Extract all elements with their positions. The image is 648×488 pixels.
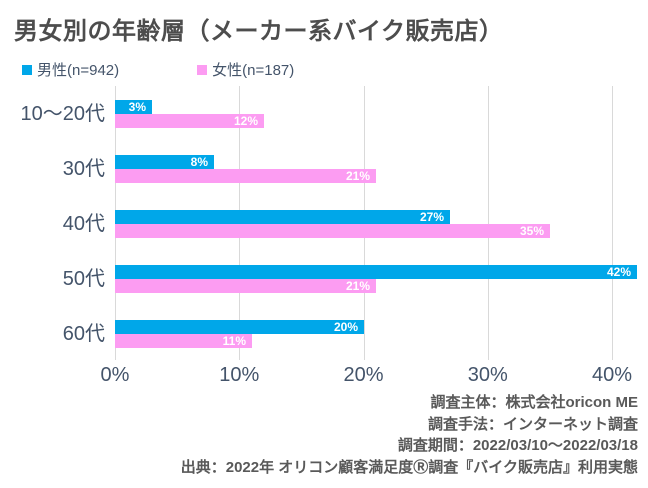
bar-female: 35% <box>115 224 550 238</box>
legend-label-female: 女性(n=187) <box>212 62 295 79</box>
bar-value-label: 35% <box>519 224 544 238</box>
category-label: 10～20代 <box>20 103 106 125</box>
x-axis-tick-label: 10% <box>219 364 260 386</box>
footnote-survey-source: 出典：2022年 オリコン顧客満足度Ⓡ調査『バイク販売店』利用実態 <box>180 458 638 476</box>
bar-male: 3% <box>115 100 152 114</box>
male-series-swatch-icon <box>22 64 32 75</box>
bar-value-label: 21% <box>345 279 370 293</box>
bar-male: 20% <box>115 320 364 334</box>
bar-value-label: 20% <box>333 320 358 334</box>
bar-value-label: 42% <box>606 265 631 279</box>
bar-female: 21% <box>115 169 376 183</box>
bar-value-label: 8% <box>190 155 208 169</box>
legend-label-male: 男性(n=942) <box>37 62 120 79</box>
category-label: 40代 <box>62 213 105 235</box>
legend-item-female: 女性(n=187) <box>197 59 294 80</box>
bar-value-label: 3% <box>128 100 146 114</box>
gridline <box>487 86 489 360</box>
category-label: 50代 <box>62 268 105 290</box>
legend: 男性(n=942) 女性(n=187) <box>22 59 294 80</box>
bar-value-label: 21% <box>345 169 370 183</box>
footnote-survey-period: 調査期間：2022/03/10～2022/03/18 <box>397 437 638 454</box>
x-axis-tick-label: 30% <box>467 364 508 386</box>
bar-value-label: 11% <box>222 334 246 348</box>
chart-title: 男女別の年齢層（メーカー系バイク販売店） <box>14 18 504 45</box>
footnote-survey-body: 調査主体：株式会社oricon ME <box>430 394 638 411</box>
bar-male: 27% <box>115 210 450 224</box>
category-label: 60代 <box>62 323 105 345</box>
legend-item-male: 男性(n=942) <box>22 59 119 80</box>
category-label: 30代 <box>62 158 105 180</box>
bar-male: 8% <box>115 155 214 169</box>
bar-female: 21% <box>115 279 376 293</box>
bar-female: 12% <box>115 114 264 128</box>
bar-male: 42% <box>115 265 637 279</box>
x-axis-tick-label: 20% <box>343 364 384 386</box>
x-axis-tick-label: 0% <box>100 364 130 386</box>
bar-value-label: 12% <box>233 114 258 128</box>
female-series-swatch-icon <box>197 64 208 75</box>
x-axis-tick-label: 40% <box>591 364 633 386</box>
gridline <box>612 86 613 360</box>
source-footnote: 調査主体：株式会社oricon ME 調査手法：インターネット調査 調査期間：2… <box>181 392 638 478</box>
bar-value-label: 27% <box>419 210 444 224</box>
bar-female: 11% <box>115 334 252 348</box>
footnote-survey-method: 調査手法：インターネット調査 <box>427 415 638 433</box>
